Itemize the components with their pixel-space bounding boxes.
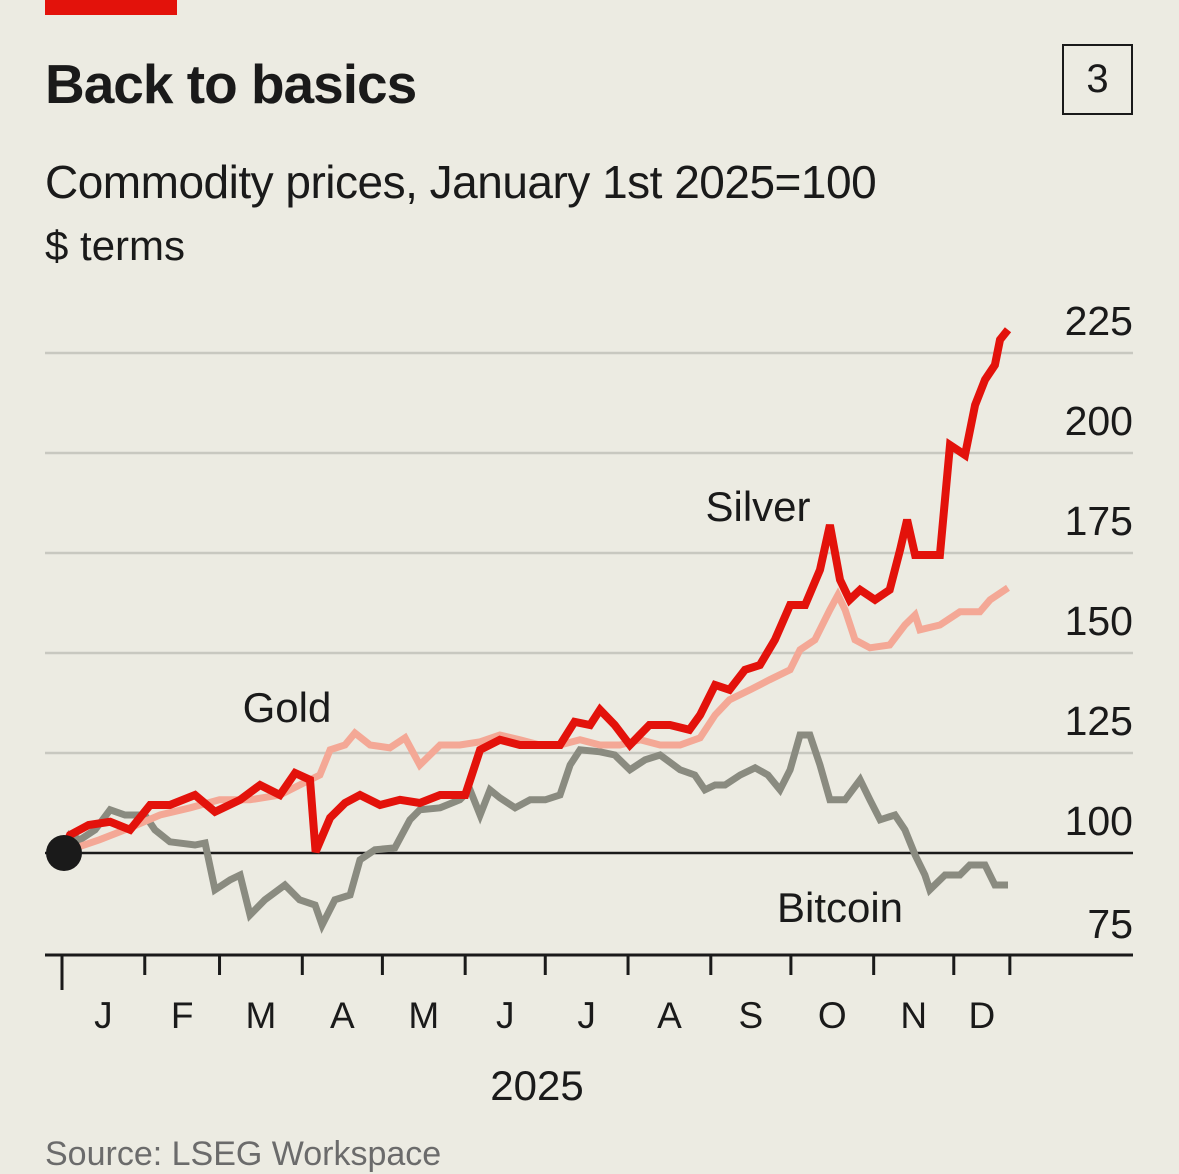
y-tick-label: 125	[1065, 698, 1133, 744]
x-tick-label: F	[171, 995, 194, 1036]
series-label-gold: Gold	[243, 684, 332, 731]
brand-red-bar	[45, 0, 177, 15]
x-tick-label: A	[330, 995, 355, 1036]
gridlines	[45, 351, 1133, 855]
source-note: Source: LSEG Workspace	[45, 1135, 442, 1173]
x-tick-label: J	[577, 995, 596, 1036]
x-axis-year-label: 2025	[490, 1062, 583, 1109]
y-tick-label: 225	[1065, 298, 1133, 344]
y-tick-label: 200	[1065, 398, 1133, 444]
x-tick-label: M	[246, 995, 277, 1036]
x-tick-label: O	[818, 995, 847, 1036]
x-tick-label: D	[968, 995, 995, 1036]
x-tick-label: M	[408, 995, 439, 1036]
x-tick-label: J	[94, 995, 113, 1036]
x-tick-label: N	[900, 995, 927, 1036]
x-tick-label: J	[496, 995, 515, 1036]
y-axis-labels: 75 100 125 150 175 200 225	[1065, 298, 1133, 947]
series-line-silver	[58, 327, 1012, 855]
chart-subtitle: Commodity prices, January 1st 2025=100	[45, 156, 877, 208]
y-tick-label: 175	[1065, 498, 1133, 544]
y-tick-label: 100	[1065, 798, 1133, 844]
x-tick-label: A	[657, 995, 682, 1036]
chart-title: Back to basics	[45, 53, 417, 115]
chart-number-badge: 3	[1062, 44, 1133, 115]
series-line-gold	[60, 584, 1010, 857]
series-label-silver: Silver	[705, 483, 810, 530]
start-point-marker	[46, 835, 82, 871]
x-tick-label: S	[739, 995, 764, 1036]
series-lines	[58, 327, 1012, 934]
y-tick-label: 150	[1065, 598, 1133, 644]
series-label-bitcoin: Bitcoin	[777, 884, 903, 931]
series-line-bitcoin	[58, 731, 1008, 934]
y-tick-label: 75	[1087, 901, 1133, 947]
chart-units: $ terms	[45, 222, 186, 269]
